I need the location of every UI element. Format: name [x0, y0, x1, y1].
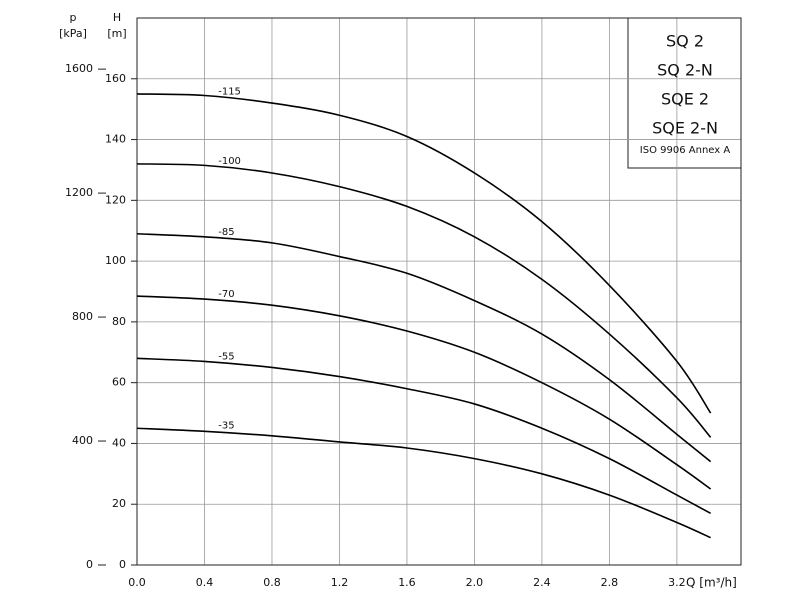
y2-axis-label: [kPa] [59, 27, 87, 40]
y2-axis-label: p [70, 11, 77, 24]
y2-tick-label: 0 [86, 558, 93, 571]
x-tick-label: 0.4 [196, 576, 214, 589]
y2-tick-label: 1600 [65, 62, 93, 75]
pump-curve [136, 232, 712, 463]
y-tick-label: 40 [112, 436, 126, 449]
curve-label: -100 [218, 156, 241, 167]
plot-frame [136, 17, 742, 566]
annotation: ISO 9906 Annex A [640, 145, 731, 156]
y2-tick-label: 1200 [65, 186, 93, 199]
annotation: SQ 2-N [657, 61, 713, 80]
pump-curve [136, 93, 712, 414]
curve-label: -115 [218, 86, 241, 97]
x-tick-label: 2.4 [533, 576, 551, 589]
curve-label: -85 [218, 227, 234, 238]
annotation: SQE 2 [661, 90, 709, 109]
y-tick-label: 100 [105, 254, 126, 267]
y-tick-label: 60 [112, 376, 126, 389]
pump-curve [136, 427, 711, 539]
x-tick-label: 0.8 [263, 576, 281, 589]
x-tick-label: 3.2 [668, 576, 686, 589]
y-tick-label: 120 [105, 193, 126, 206]
y-axis-label: [m] [107, 27, 126, 40]
y-tick-label: 80 [112, 315, 126, 328]
pump-curve [136, 163, 712, 438]
y-axis-label: H [113, 11, 121, 24]
annotation: SQ 2 [666, 32, 704, 51]
annotation: SQE 2-N [652, 119, 718, 138]
y2-tick-label: 800 [72, 310, 93, 323]
curve-label: -35 [218, 421, 234, 432]
y2-tick-label: 400 [72, 434, 93, 447]
curve-label: -70 [218, 289, 234, 300]
y-tick-label: 20 [112, 497, 126, 510]
x-tick-label: 2.8 [601, 576, 619, 589]
pump-curve [136, 357, 712, 515]
x-tick-label: 0.0 [128, 576, 146, 589]
y-tick-label: 140 [105, 133, 126, 146]
x-tick-label: 1.6 [398, 576, 416, 589]
x-axis-label: Q [m³/h] [686, 576, 737, 590]
y-tick-label: 0 [119, 558, 126, 571]
y-tick-label: 160 [105, 72, 126, 85]
pump-curve [136, 295, 712, 490]
x-tick-label: 2.0 [466, 576, 484, 589]
x-tick-label: 1.2 [331, 576, 349, 589]
legend-box [627, 17, 742, 169]
curve-label: -55 [218, 351, 234, 362]
